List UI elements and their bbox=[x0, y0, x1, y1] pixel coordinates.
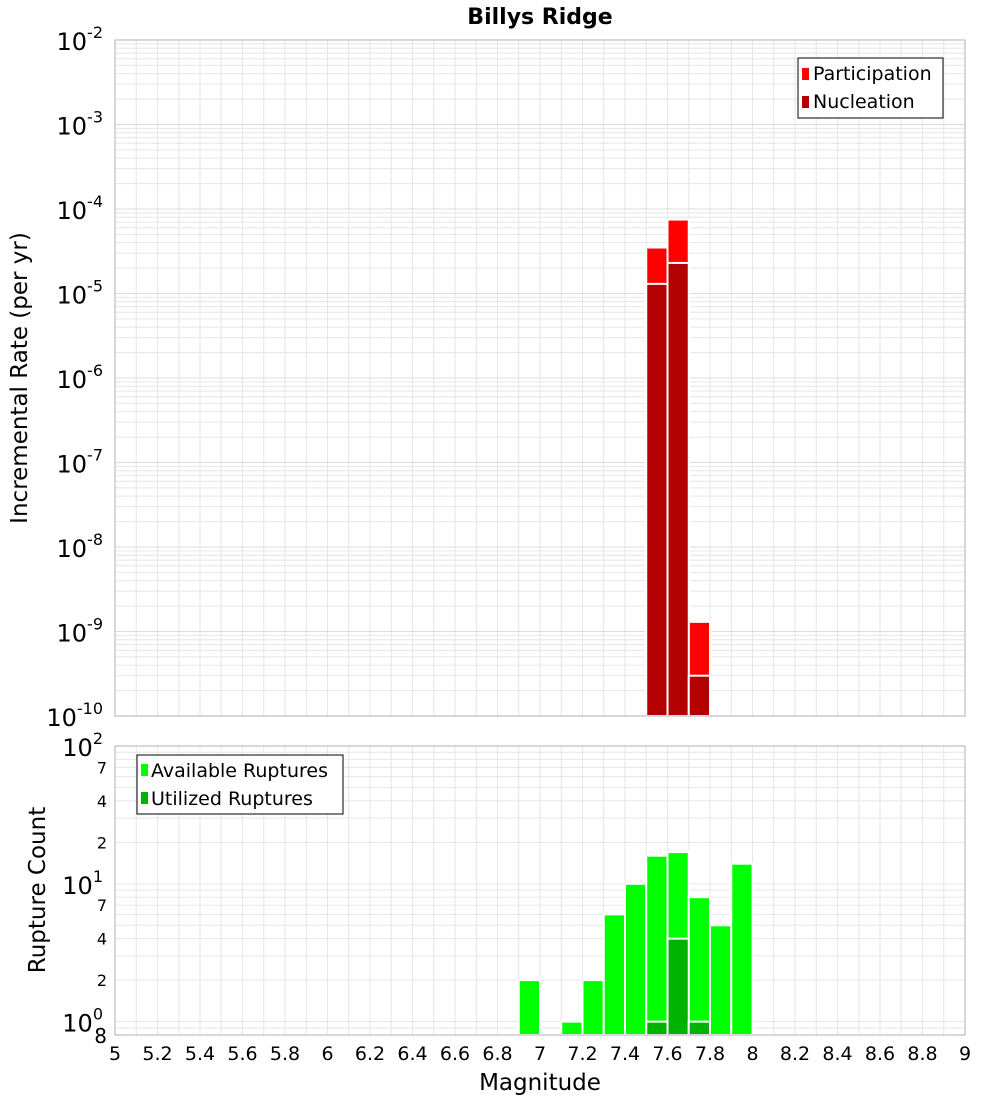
count-y-ticks: 100 101 102 8 2 4 7 2 4 7 bbox=[62, 729, 107, 1048]
rate-nucleation-bar bbox=[666, 261, 690, 717]
count-x-tick-label: 7.6 bbox=[652, 1043, 682, 1065]
count-y-minor-tick-label: 7 bbox=[97, 758, 107, 777]
count-x-tick-label: 8.6 bbox=[865, 1043, 895, 1065]
count-x-tick-label: 7.8 bbox=[695, 1043, 725, 1065]
count-bars bbox=[517, 851, 754, 1037]
count-x-tick-label: 6.2 bbox=[355, 1043, 385, 1065]
rate-y-tick-label: 10-9 bbox=[57, 615, 104, 648]
count-utilized-ruptures-bar bbox=[645, 1020, 669, 1036]
rate-legend-box bbox=[797, 57, 944, 119]
count-x-tick-label: 6 bbox=[321, 1043, 333, 1065]
count-x-tick-label: 8.4 bbox=[822, 1043, 852, 1065]
count-y-minor-tick-label: 7 bbox=[97, 896, 107, 915]
legend-swatch-participation bbox=[802, 68, 809, 80]
rate-y-tick-label: 10-8 bbox=[57, 530, 104, 563]
rate-y-tick-label: 10-2 bbox=[57, 23, 104, 56]
count-x-tick-label: 5.8 bbox=[270, 1043, 300, 1065]
legend-swatch-available bbox=[141, 764, 148, 776]
count-utilized-ruptures-bar bbox=[687, 1020, 711, 1036]
count-chart: 100 101 102 8 2 4 7 2 4 7 5 5.2 5.4 5.6 5.8 6 6.2 6.4 6.6… bbox=[25, 729, 971, 1096]
legend-label-nucleation: Nucleation bbox=[813, 91, 915, 113]
count-x-tick-label: 6.6 bbox=[440, 1043, 470, 1065]
rate-y-tick-label: 10-10 bbox=[46, 699, 103, 732]
count-x-tick-label: 5.6 bbox=[227, 1043, 257, 1065]
count-legend-box bbox=[136, 754, 344, 815]
count-y-minor-tick-label: 4 bbox=[97, 792, 107, 811]
rate-y-tick-label: 10-6 bbox=[57, 361, 104, 394]
count-available-ruptures-bar bbox=[730, 862, 754, 1036]
rate-y-ticks: 10-10 10-9 10-8 10-7 10-6 10-5 10-4 10-3 10-2 bbox=[46, 23, 103, 732]
count-available-ruptures-bar bbox=[560, 1020, 584, 1036]
count-y-axis-label: Rupture Count bbox=[25, 807, 51, 973]
count-available-ruptures-bar bbox=[709, 924, 733, 1037]
legend-label-utilized: Utilized Ruptures bbox=[151, 788, 313, 810]
count-available-ruptures-bar bbox=[581, 979, 605, 1036]
count-x-tick-label: 8 bbox=[746, 1043, 758, 1065]
legend-swatch-nucleation bbox=[802, 96, 809, 108]
count-x-tick-label: 5.2 bbox=[142, 1043, 172, 1065]
count-available-ruptures-bar bbox=[602, 913, 626, 1037]
count-available-ruptures-bar bbox=[687, 896, 711, 1036]
count-x-tick-label: 5 bbox=[109, 1043, 121, 1065]
count-x-tick-label: 6.4 bbox=[397, 1043, 427, 1065]
count-y-major-tick-label: 102 bbox=[62, 729, 103, 762]
legend-label-participation: Participation bbox=[813, 63, 932, 85]
count-available-ruptures-bar bbox=[624, 882, 648, 1036]
rate-nucleation-bar bbox=[645, 282, 669, 717]
count-plot-border bbox=[114, 745, 966, 1036]
rate-grid bbox=[114, 40, 966, 717]
rate-bars bbox=[645, 218, 711, 718]
count-y-minor-tick-label: 8 bbox=[94, 1024, 107, 1048]
count-available-ruptures-bar bbox=[645, 854, 669, 1036]
count-x-axis-label: Magnitude bbox=[479, 1070, 601, 1096]
legend-swatch-utilized bbox=[141, 792, 148, 804]
rate-y-tick-label: 10-3 bbox=[57, 108, 104, 141]
count-y-minor-tick-label: 4 bbox=[97, 930, 107, 949]
count-x-tick-label: 6.8 bbox=[482, 1043, 512, 1065]
count-y-minor-tick-label: 2 bbox=[97, 971, 107, 990]
count-available-ruptures-bar bbox=[517, 979, 541, 1036]
rate-chart: Billys Ridge 10-1010-910-810-710-610-510… bbox=[7, 5, 966, 732]
rate-nucleation-bar bbox=[687, 674, 711, 717]
count-x-tick-label: 8.2 bbox=[780, 1043, 810, 1065]
count-x-ticks: 5 5.2 5.4 5.6 5.8 6 6.2 6.4 6.6 6.8 7 7.2 7.4 7.6 7.8 8… bbox=[109, 1043, 971, 1065]
chart-title: Billys Ridge bbox=[467, 5, 612, 30]
count-utilized-ruptures-bar bbox=[666, 937, 690, 1037]
count-x-tick-label: 7 bbox=[534, 1043, 546, 1065]
rate-y-tick-label: 10-4 bbox=[57, 192, 104, 225]
count-x-tick-label: 8.8 bbox=[907, 1043, 937, 1065]
rate-y-tick-label: 10-7 bbox=[57, 446, 104, 479]
legend-label-available: Available Ruptures bbox=[151, 760, 328, 782]
count-x-tick-label: 7.4 bbox=[610, 1043, 640, 1065]
rate-plot-border bbox=[114, 39, 966, 717]
count-y-major-tick-label: 100 bbox=[62, 1005, 103, 1038]
count-x-tick-label: 7.2 bbox=[567, 1043, 597, 1065]
count-x-tick-label: 9 bbox=[959, 1043, 971, 1065]
count-y-minor-tick-label: 2 bbox=[97, 833, 107, 852]
rate-y-axis-label: Incremental Rate (per yr) bbox=[7, 232, 33, 524]
count-y-major-tick-label: 101 bbox=[62, 867, 103, 900]
rate-legend: Participation Nucleation bbox=[797, 57, 944, 119]
count-legend: Available Ruptures Utilized Ruptures bbox=[136, 754, 344, 815]
rate-y-tick-label: 10-5 bbox=[57, 277, 104, 310]
count-x-tick-label: 5.4 bbox=[185, 1043, 215, 1065]
